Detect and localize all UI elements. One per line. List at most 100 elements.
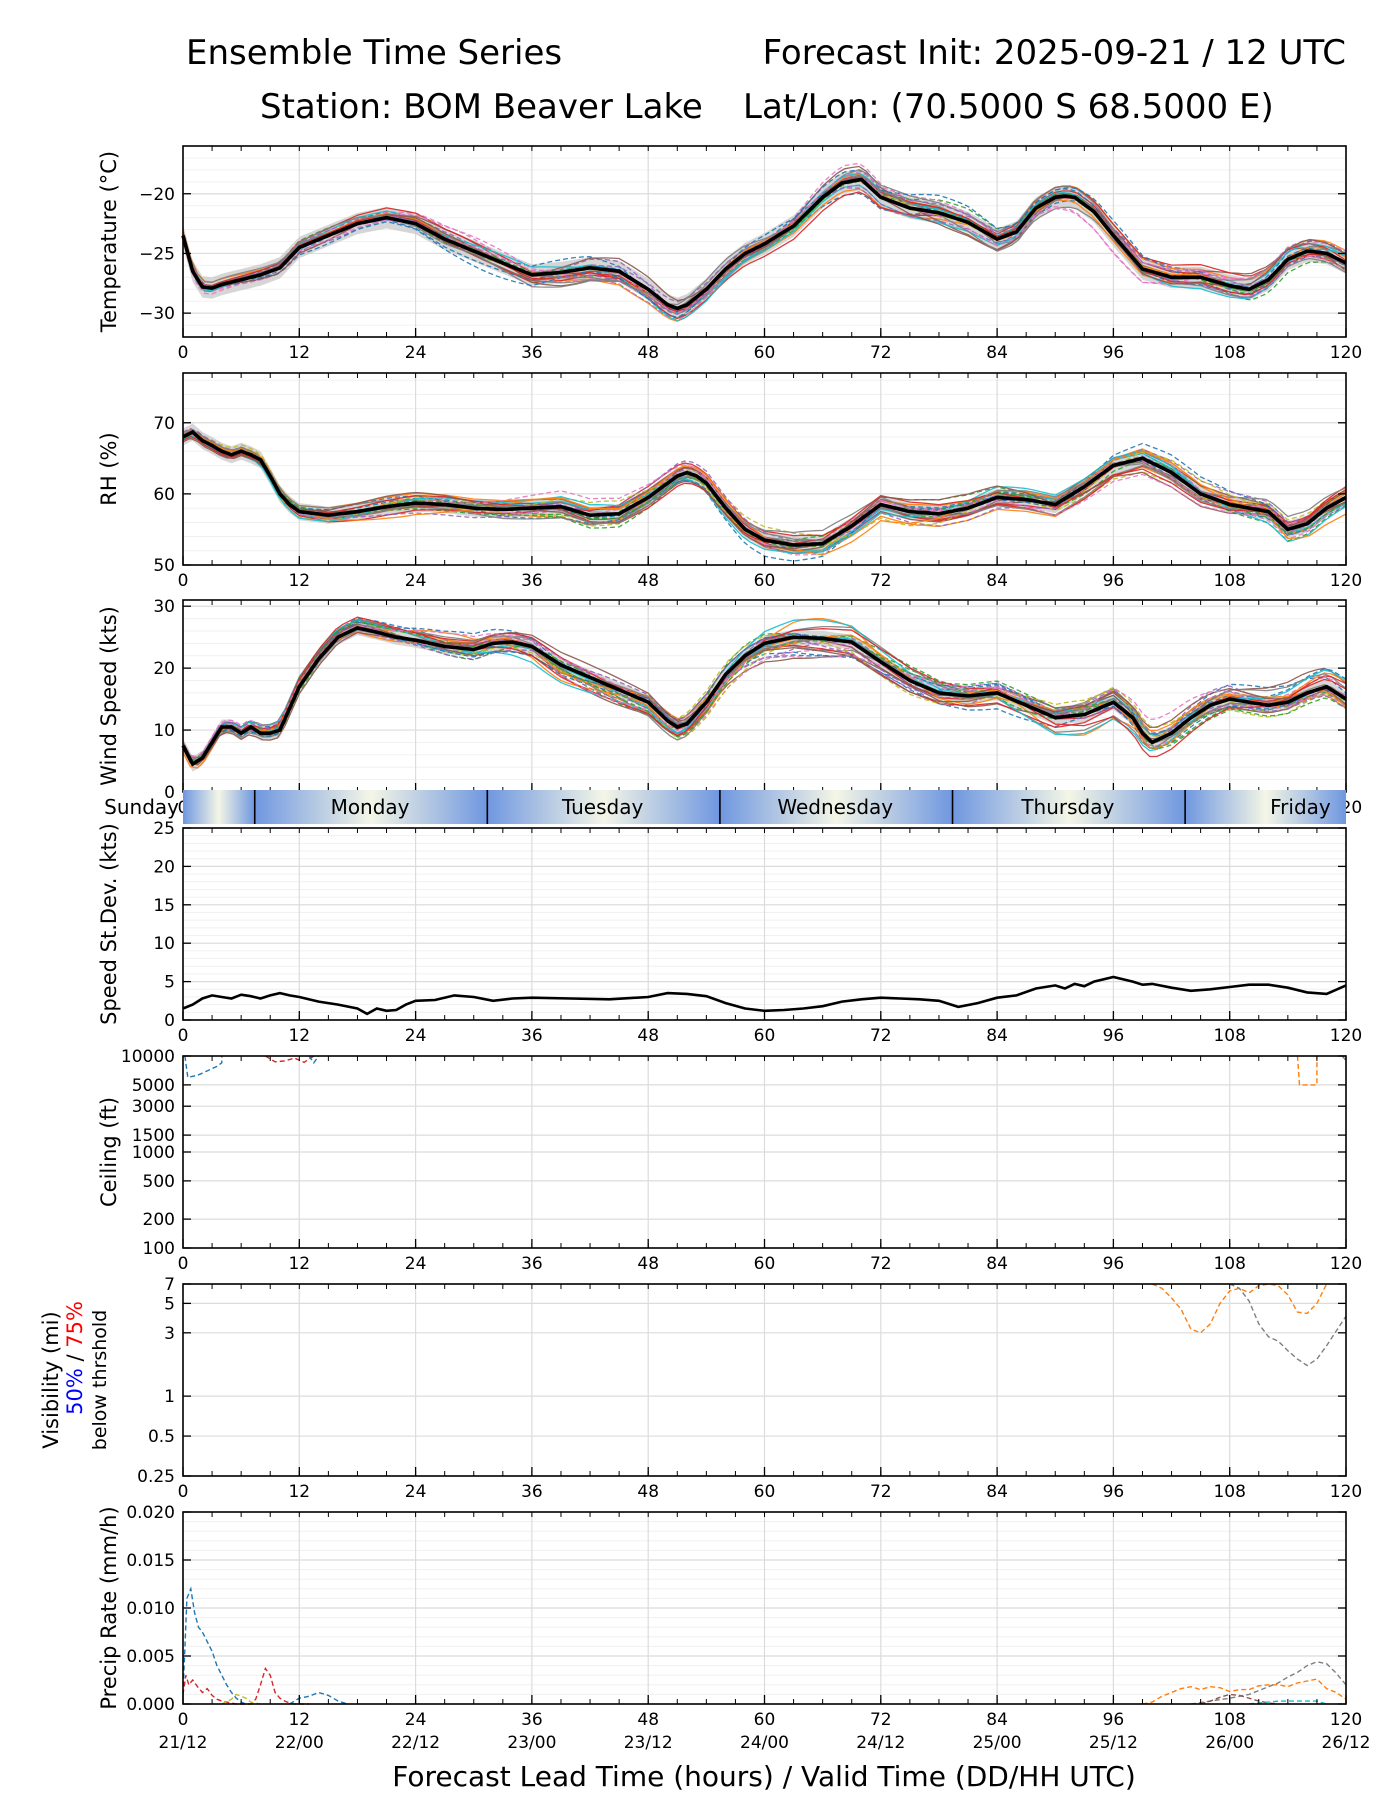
ceiling-series-red bbox=[265, 1055, 315, 1064]
ceiling-ytick-label: 1000 bbox=[132, 1143, 175, 1163]
ceiling-xtick-label: 60 bbox=[754, 1254, 776, 1274]
temperature-xtick-label: 72 bbox=[870, 343, 892, 363]
temperature-xtick-label: 36 bbox=[521, 343, 543, 363]
precip-date-label: 26/12 bbox=[1322, 1733, 1371, 1753]
ceiling-xtick-label: 24 bbox=[405, 1254, 427, 1274]
visibility-xtick-label: 60 bbox=[754, 1482, 776, 1502]
precip-date-label: 22/00 bbox=[275, 1733, 324, 1753]
rh-ytick-label: 60 bbox=[153, 485, 175, 505]
speed_stdev-ytick-label: 10 bbox=[153, 934, 175, 954]
ceiling-series-blue bbox=[184, 1055, 223, 1079]
day-label-monday: Monday bbox=[331, 795, 410, 819]
vis-sep-label: / bbox=[63, 1348, 87, 1368]
visibility-xtick-label: 0 bbox=[178, 1482, 189, 1502]
precip-date-label: 22/12 bbox=[391, 1733, 440, 1753]
precip-series-orange bbox=[1142, 1678, 1347, 1705]
wind_speed-ytick-label: 30 bbox=[153, 597, 175, 617]
precip-ylabel: Precip Rate (mm/h) bbox=[97, 1506, 121, 1709]
ceiling-xtick-label: 72 bbox=[870, 1254, 892, 1274]
speed_stdev-xtick-label: 108 bbox=[1213, 1026, 1245, 1046]
visibility-xtick-label: 72 bbox=[870, 1482, 892, 1502]
panels-group: −30−25−200 12 24 36 48 60 72 84 96 108 120Temperat… bbox=[39, 145, 1371, 1753]
rh-member-line bbox=[182, 437, 1347, 550]
wind_speed-mean-line bbox=[181, 626, 1347, 767]
wind_speed-member-line bbox=[182, 626, 1347, 759]
precip-ytick-label: 0.020 bbox=[126, 1503, 175, 1523]
speed_stdev-xtick-label: 36 bbox=[521, 1026, 543, 1046]
rh-xtick-label: 96 bbox=[1103, 571, 1125, 591]
ceiling-ytick-label: 1500 bbox=[132, 1126, 175, 1146]
rh-member-line bbox=[182, 434, 1347, 549]
precip-series-olive bbox=[221, 1693, 261, 1705]
rh-xtick-label: 72 bbox=[870, 571, 892, 591]
wind_speed-member-line bbox=[182, 631, 1347, 766]
temperature-mean-line bbox=[181, 177, 1347, 311]
rh-ytick-label: 50 bbox=[153, 556, 175, 576]
visibility-ytick-label: 1 bbox=[164, 1387, 175, 1407]
wind_speed-ytick-label: 10 bbox=[153, 721, 175, 741]
ceiling-ytick-label: 3000 bbox=[132, 1097, 175, 1117]
temperature-member-line bbox=[182, 177, 1347, 302]
speed_stdev-xtick-label: 48 bbox=[637, 1026, 659, 1046]
day-label-thursday: Thursday bbox=[1020, 795, 1114, 819]
rh-xtick-label: 84 bbox=[986, 571, 1008, 591]
rh-xtick-label: 48 bbox=[637, 571, 659, 591]
day-label-sunday: Sunday bbox=[104, 795, 179, 819]
visibility-series-orange bbox=[1151, 1283, 1328, 1334]
speed_stdev-ytick-label: 25 bbox=[153, 819, 175, 839]
ceiling-xtick-label: 12 bbox=[288, 1254, 310, 1274]
visibility-xtick-label: 48 bbox=[637, 1482, 659, 1502]
visibility-ytick-label: 7 bbox=[164, 1275, 175, 1295]
speed_stdev-ytick-label: 5 bbox=[164, 973, 175, 993]
speed_stdev-xtick-label: 84 bbox=[986, 1026, 1008, 1046]
title-left: Ensemble Time Series bbox=[186, 33, 562, 73]
visibility-series-gray bbox=[1229, 1283, 1347, 1367]
speed_stdev-xtick-label: 96 bbox=[1103, 1026, 1125, 1046]
precip-xtick-label: 96 bbox=[1103, 1710, 1125, 1730]
rh-ylabel: RH (%) bbox=[97, 432, 121, 505]
temperature-xtick-label: 0 bbox=[178, 343, 189, 363]
precip-xtick-label: 36 bbox=[521, 1710, 543, 1730]
station-label: Station: BOM Beaver Lake bbox=[260, 87, 703, 127]
temperature-member-line bbox=[182, 185, 1347, 319]
rh-xtick-label: 60 bbox=[754, 571, 776, 591]
day-segment bbox=[487, 790, 720, 824]
temperature-xtick-label: 96 bbox=[1103, 343, 1125, 363]
day-segment bbox=[183, 790, 255, 824]
temperature-xtick-label: 120 bbox=[1330, 343, 1362, 363]
x-axis-title: Forecast Lead Time (hours) / Valid Time … bbox=[392, 1760, 1136, 1793]
temperature-member-line bbox=[182, 176, 1347, 319]
day-segment bbox=[952, 790, 1186, 824]
rh-member-line bbox=[182, 429, 1347, 542]
temperature-ytick-label: −20 bbox=[139, 185, 175, 205]
visibility-ylabel: Visibility (mi) bbox=[39, 1311, 63, 1448]
temperature-xtick-label: 24 bbox=[405, 343, 427, 363]
rh-panel: 50 60 70 0 12 24 36 48 60 72 84 96 108 120 RH (%) bbox=[97, 372, 1362, 591]
ceiling-xtick-label: 84 bbox=[986, 1254, 1008, 1274]
wind_speed-ylabel: Wind Speed (kts) bbox=[97, 606, 121, 786]
temperature-xtick-label: 108 bbox=[1213, 343, 1245, 363]
ceiling-ytick-label: 5000 bbox=[132, 1076, 175, 1096]
precip-date-label: 25/12 bbox=[1089, 1733, 1138, 1753]
precip-ytick-label: 0.015 bbox=[126, 1551, 175, 1571]
speed_stdev-ytick-label: 0 bbox=[164, 1011, 175, 1031]
ceiling-ylabel: Ceiling (ft) bbox=[97, 1097, 121, 1207]
precip-xtick-label: 72 bbox=[870, 1710, 892, 1730]
rh-xtick-label: 36 bbox=[521, 571, 543, 591]
visibility-xtick-label: 36 bbox=[521, 1482, 543, 1502]
precip-xtick-label: 60 bbox=[754, 1710, 776, 1730]
rh-member-line bbox=[182, 428, 1347, 537]
precip-xtick-label: 108 bbox=[1213, 1710, 1245, 1730]
day-label-friday: Friday bbox=[1270, 795, 1331, 819]
precip-panel: 0.000 0.005 0.010 0.015 0.020 0 12 24 36 48 60 72 84… bbox=[97, 1503, 1371, 1753]
speed_stdev-xtick-label: 0 bbox=[178, 1026, 189, 1046]
ceiling-ytick-label: 500 bbox=[143, 1172, 175, 1192]
rh-xtick-label: 108 bbox=[1213, 571, 1245, 591]
visibility-ylabel-sub: below thrshold bbox=[89, 1310, 111, 1450]
day-segment bbox=[719, 790, 953, 824]
rh-member-line bbox=[182, 432, 1347, 555]
wind_speed-ytick-label: 20 bbox=[153, 659, 175, 679]
rh-ytick-label: 70 bbox=[153, 414, 175, 434]
wind_speed-member-line bbox=[182, 624, 1347, 758]
